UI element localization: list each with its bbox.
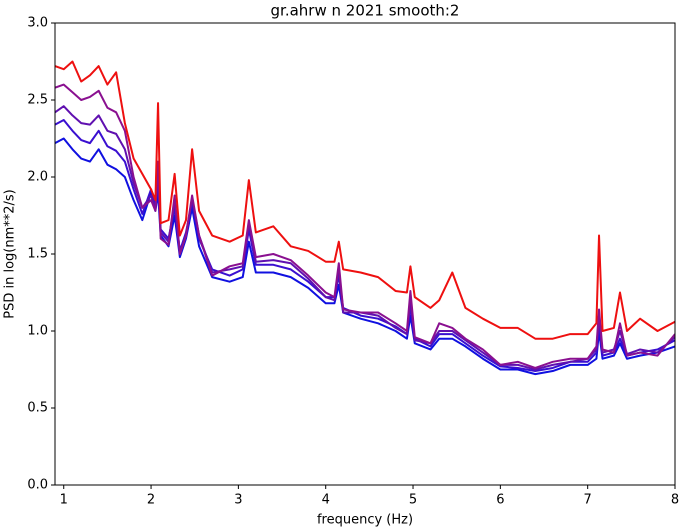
y-tick-label: 1.5 xyxy=(27,247,48,262)
x-tick-label: 6 xyxy=(496,493,504,508)
series-line-group xyxy=(55,105,675,371)
y-tick-label: 2.5 xyxy=(27,93,48,108)
series-line-group xyxy=(55,83,675,369)
x-tick-label: 7 xyxy=(584,493,592,508)
x-tick-label: 3 xyxy=(234,493,242,508)
x-tick-label: 4 xyxy=(322,493,330,508)
chart-title: gr.ahrw n 2021 smooth:2 xyxy=(271,2,460,20)
y-tick-label: 1.0 xyxy=(27,324,48,339)
series-line xyxy=(55,83,675,369)
series-line-group xyxy=(55,137,675,376)
y-tick-label: 2.0 xyxy=(27,170,48,185)
x-tick-label: 8 xyxy=(671,493,679,508)
series-line xyxy=(55,105,675,371)
series-line xyxy=(55,60,675,340)
y-tick-label: 0.5 xyxy=(27,401,48,416)
series-line-group xyxy=(55,60,675,340)
y-axis-label: PSD in log(nm**2/s) xyxy=(3,189,18,319)
y-tick-label: 3.0 xyxy=(27,16,48,31)
x-tick-label: 1 xyxy=(60,493,68,508)
plot-frame xyxy=(54,22,676,486)
y-tick-label: 0.0 xyxy=(27,478,48,493)
x-tick-label: 5 xyxy=(409,493,417,508)
x-tick-label: 2 xyxy=(147,493,155,508)
series-line xyxy=(55,137,675,376)
x-axis-label: frequency (Hz) xyxy=(317,513,413,528)
